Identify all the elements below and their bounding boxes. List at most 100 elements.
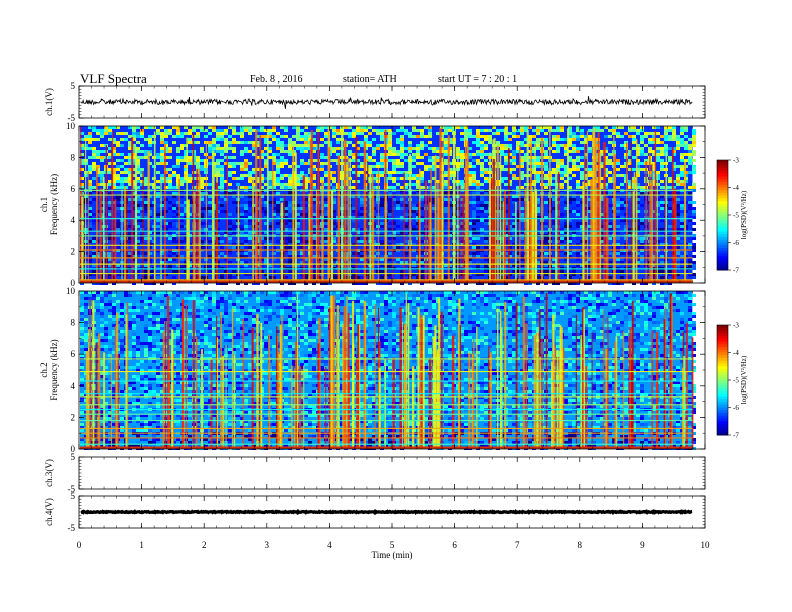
spectrogram-cell bbox=[148, 141, 152, 144]
spectrogram-cell bbox=[284, 222, 288, 225]
spectrogram-cell bbox=[680, 201, 684, 204]
spectrogram-cell bbox=[112, 150, 116, 153]
spectrogram-cell bbox=[560, 216, 564, 219]
spectrogram-cell bbox=[156, 276, 160, 279]
spectrogram-cell bbox=[436, 156, 440, 159]
spectrogram-cell bbox=[132, 126, 136, 129]
spectrogram-cell bbox=[604, 219, 608, 222]
spectrogram-cell bbox=[304, 282, 308, 285]
spectrogram-cell bbox=[188, 180, 192, 183]
spectrogram-cell bbox=[272, 159, 276, 162]
spectrogram-cell bbox=[136, 135, 140, 138]
spectrogram-cell bbox=[428, 156, 432, 159]
spectrogram-cell bbox=[480, 144, 484, 147]
spectrogram-cell bbox=[244, 162, 248, 165]
spectrogram-cell bbox=[552, 255, 556, 258]
spectrogram-cell bbox=[588, 183, 592, 186]
spectrogram-cell bbox=[532, 162, 536, 165]
spectrogram-cell bbox=[468, 165, 472, 168]
spectrogram-cell bbox=[252, 144, 256, 147]
spectrogram-cell bbox=[528, 168, 532, 171]
spectrogram-cell bbox=[148, 261, 152, 264]
spectrogram-cell bbox=[300, 138, 304, 141]
spectrogram-cell bbox=[672, 192, 676, 195]
spectrogram-cell bbox=[516, 261, 520, 264]
spectrogram-cell bbox=[460, 156, 464, 159]
spectrogram-cell bbox=[224, 192, 228, 195]
spectrogram-cell bbox=[524, 174, 528, 177]
spectrogram-cell bbox=[520, 150, 524, 153]
spectrogram-cell bbox=[432, 207, 436, 210]
spectrogram-cell bbox=[256, 156, 260, 159]
spectrogram-cell bbox=[448, 246, 452, 249]
spectrogram-cell bbox=[576, 255, 580, 258]
spectrogram-cell bbox=[472, 243, 476, 246]
spectrogram-cell bbox=[576, 258, 580, 261]
spectrogram-cell bbox=[688, 159, 692, 162]
spectrogram-cell bbox=[600, 207, 604, 210]
spectrogram-cell bbox=[176, 264, 180, 267]
spectrogram-cell bbox=[284, 186, 288, 189]
spectrogram-cell bbox=[312, 255, 316, 258]
spectrogram-cell bbox=[312, 258, 316, 261]
spectrogram-cell bbox=[300, 252, 304, 255]
spectrogram-cell bbox=[320, 156, 324, 159]
spectrogram-cell bbox=[132, 132, 136, 135]
spectrogram-cell bbox=[588, 180, 592, 183]
spectrogram-cell bbox=[692, 249, 696, 252]
spectrogram-cell bbox=[268, 228, 272, 231]
spectrogram-cell bbox=[88, 207, 92, 210]
spectrogram-cell bbox=[620, 252, 624, 255]
spectrogram-cell bbox=[132, 135, 136, 138]
spectrogram-cell bbox=[584, 195, 588, 198]
spectrogram-cell bbox=[104, 291, 108, 294]
spectrogram-cell bbox=[648, 138, 652, 141]
spectrogram-cell bbox=[588, 264, 592, 267]
spectrogram-cell bbox=[116, 132, 120, 135]
spectrogram-cell bbox=[560, 126, 564, 129]
spectrogram-cell bbox=[680, 261, 684, 264]
spectrogram-cell bbox=[652, 132, 656, 135]
spectrogram-cell bbox=[144, 177, 148, 180]
spectrogram-cell bbox=[680, 246, 684, 249]
spectrogram-cell bbox=[588, 195, 592, 198]
spectrogram-cell bbox=[580, 132, 584, 135]
spectrogram-cell bbox=[512, 228, 516, 231]
spectrogram-cell bbox=[588, 135, 592, 138]
spectrogram-cell bbox=[336, 141, 340, 144]
spectrogram-cell bbox=[296, 207, 300, 210]
spectrogram-cell bbox=[244, 243, 248, 246]
spectrogram-cell bbox=[288, 147, 292, 150]
spectrogram-cell bbox=[312, 159, 316, 162]
spectrogram-cell bbox=[140, 225, 144, 228]
spectrogram-cell bbox=[640, 282, 644, 285]
spectrogram-cell bbox=[432, 204, 436, 207]
spectrogram-cell bbox=[588, 276, 592, 279]
spectrogram-cell bbox=[96, 255, 100, 258]
spectrogram-cell bbox=[160, 156, 164, 159]
spectrogram-cell bbox=[388, 186, 392, 189]
spectrogram-cell bbox=[276, 132, 280, 135]
spectrogram-cell bbox=[436, 165, 440, 168]
spectrogram-cell bbox=[260, 129, 264, 132]
spectrogram-cell bbox=[432, 168, 436, 171]
spectrogram-cell bbox=[92, 147, 96, 150]
spectrogram-cell bbox=[404, 192, 408, 195]
spectrogram-cell bbox=[564, 225, 568, 228]
spectrogram-cell bbox=[668, 282, 672, 285]
spectrogram-cell bbox=[168, 177, 172, 180]
spectrogram-cell bbox=[156, 156, 160, 159]
spectrogram-cell bbox=[296, 174, 300, 177]
spectrogram-cell bbox=[152, 282, 156, 285]
spectrogram-cell bbox=[580, 222, 584, 225]
spectrogram-cell bbox=[432, 159, 436, 162]
spectrogram-cell bbox=[648, 147, 652, 150]
spectrogram-cell bbox=[348, 132, 352, 135]
spectrogram-cell bbox=[508, 231, 512, 234]
spectrogram-cell bbox=[352, 243, 356, 246]
spectrogram-cell bbox=[380, 129, 384, 132]
spectrogram-cell bbox=[208, 156, 212, 159]
spectrogram-cell bbox=[356, 276, 360, 279]
spectrogram-cell bbox=[560, 186, 564, 189]
spectrogram-cell bbox=[312, 165, 316, 168]
